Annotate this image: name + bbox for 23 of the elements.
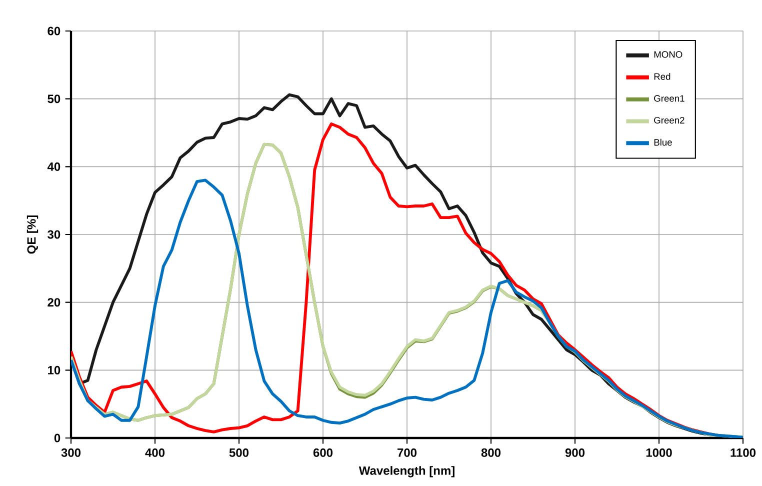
x-tick-label: 900: [565, 448, 585, 457]
x-tick-label: 1100: [730, 448, 756, 457]
y-tick-label: 50: [48, 94, 60, 104]
legend-label: Red: [654, 73, 670, 80]
legend-label: Green1: [654, 95, 684, 102]
y-tick-label: 60: [48, 26, 60, 36]
y-tick-label: 10: [48, 366, 60, 374]
x-tick-label: 500: [229, 448, 249, 457]
x-tick-label: 300: [61, 448, 81, 457]
x-tick-label: 400: [145, 448, 165, 457]
x-tick-label: 600: [313, 448, 333, 457]
legend-label: Green2: [654, 116, 684, 124]
legend-label: Blue: [654, 138, 672, 146]
x-tick-label: 700: [398, 448, 417, 457]
x-tick-label: 800: [481, 448, 501, 457]
y-tick-label: 40: [47, 162, 60, 171]
y-tick-label: 20: [48, 298, 60, 307]
y-tick-label: 30: [48, 230, 60, 239]
x-axis-title: Wavelength [nm]: [358, 466, 454, 478]
x-tick-label: 1000: [646, 448, 672, 457]
y-axis-title: QE [%]: [26, 216, 38, 254]
y-tick-label: 0: [54, 434, 60, 442]
legend-label: MONO: [654, 51, 682, 58]
